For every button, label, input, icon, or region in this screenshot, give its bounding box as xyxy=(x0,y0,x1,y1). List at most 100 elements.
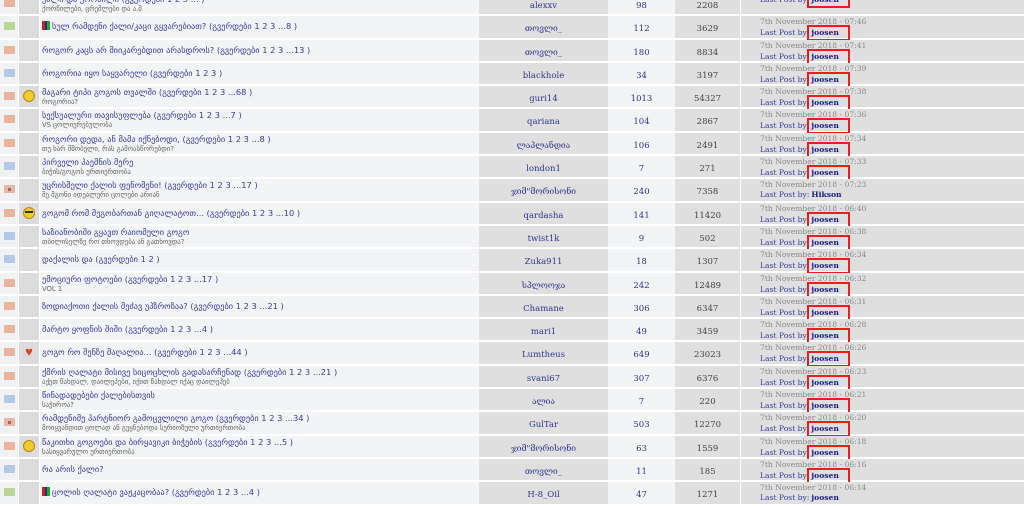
replies-count[interactable]: 98 xyxy=(636,1,647,11)
last-post-date[interactable]: 7th November 2018 - 06:23 xyxy=(760,366,867,376)
last-poster-link[interactable]: joosen xyxy=(807,421,850,438)
replies-count[interactable]: 9 xyxy=(638,233,645,244)
last-poster-link[interactable]: joosen xyxy=(807,304,850,321)
topic-author-link[interactable]: ალია xyxy=(531,397,555,408)
topic-pages-links[interactable]: 1 2 3 xyxy=(195,67,217,78)
last-post-date[interactable]: 7th November 2018 - 07:36 xyxy=(760,110,867,120)
last-post-date[interactable]: 7th November 2018 - 06:18 xyxy=(760,436,867,446)
topic-author-link[interactable]: alexxv xyxy=(529,1,558,11)
last-post-date[interactable]: 7th November 2018 - 06:31 xyxy=(760,296,867,306)
topic-author-link[interactable]: mari1 xyxy=(530,327,557,338)
topic-title-link[interactable]: გოგომ რომ მეგობართან გიღალატოთ... xyxy=(42,207,204,218)
last-post-date[interactable]: 7th November 2018 - 06:26 xyxy=(760,343,867,353)
topic-pages-links[interactable]: 1 2 3 ...10 xyxy=(252,207,295,218)
replies-count[interactable]: 47 xyxy=(636,490,647,501)
last-poster-link[interactable]: joosen xyxy=(807,71,850,88)
last-poster-link[interactable]: joosen xyxy=(807,444,850,461)
topic-author-link[interactable]: სპლოოჯა xyxy=(521,280,566,291)
last-poster-link[interactable]: joosen xyxy=(807,328,850,345)
replies-count[interactable]: 7 xyxy=(638,164,645,175)
topic-author-link[interactable]: ჯიმ"მორისონი xyxy=(510,443,577,454)
topic-author-link[interactable]: თოვლი_ xyxy=(524,47,563,58)
topic-title-link[interactable]: გოგო რო შენზე მაღალია... xyxy=(42,347,152,358)
topic-pages-links[interactable]: 1 2 3 ... xyxy=(167,0,199,4)
topic-author-link[interactable]: GulTar xyxy=(528,420,559,431)
replies-count[interactable]: 1013 xyxy=(630,94,653,105)
last-poster-link[interactable]: joosen xyxy=(807,398,850,415)
topic-title-link[interactable]: ემოციური ფოტოები xyxy=(42,273,123,284)
topic-author-link[interactable]: Zuka911 xyxy=(524,257,563,268)
replies-count[interactable]: 242 xyxy=(633,280,650,291)
last-poster-link[interactable]: joosen xyxy=(807,281,850,298)
topic-title-link[interactable]: სულ რამდენი ქალი/კაცი გყვარებიათ? xyxy=(52,21,207,32)
topic-title-link[interactable]: წაკითხი გოგოები და ბირყავიკი ბიჭების xyxy=(42,436,203,447)
last-poster-link[interactable]: joosen xyxy=(807,0,850,8)
topic-pages-links[interactable]: 1 2 3 ...4 xyxy=(170,324,208,335)
topic-pages-links[interactable]: 1 2 3 ...44 xyxy=(199,347,242,358)
topic-pages-links[interactable]: 1 2 3 ...8 xyxy=(254,21,292,32)
last-poster-link[interactable]: joosen xyxy=(807,258,850,275)
topic-pages-links[interactable]: 1 2 xyxy=(140,254,154,265)
replies-count[interactable]: 112 xyxy=(633,24,650,35)
last-post-date[interactable]: 7th November 2018 - 06:38 xyxy=(760,226,867,236)
last-poster-link[interactable]: joosen xyxy=(807,351,850,368)
last-poster-link[interactable]: joosen xyxy=(807,374,850,391)
last-post-date[interactable]: 7th November 2018 - 07:33 xyxy=(760,157,867,167)
last-poster-link[interactable]: joosen xyxy=(807,211,850,228)
topic-author-link[interactable]: qardasha xyxy=(523,210,564,221)
topic-author-link[interactable]: Lumtheus xyxy=(522,350,565,361)
topic-author-link[interactable]: თოვლი_ xyxy=(524,24,563,35)
last-poster-link[interactable]: joosen xyxy=(807,48,850,65)
replies-count[interactable]: 7 xyxy=(638,397,645,408)
last-post-date[interactable]: 7th November 2018 - 07:39 xyxy=(760,63,867,73)
replies-count[interactable]: 503 xyxy=(633,420,650,431)
last-post-date[interactable]: 7th November 2018 - 06:32 xyxy=(760,273,867,283)
topic-pages-links[interactable]: 1 2 3 ...8 xyxy=(227,133,265,144)
topic-title-link[interactable]: როგორ კაცს არ მიიკარებდით არასდროს? xyxy=(42,44,215,55)
last-post-date[interactable]: 7th November 2018 - 07:46 xyxy=(760,17,867,27)
topic-title-link[interactable]: საზიანობიში გყავთ რაიომელი გოგო xyxy=(42,226,190,237)
topic-pages-links[interactable]: 1 2 3 ...7 xyxy=(198,110,236,121)
replies-count[interactable]: 306 xyxy=(633,303,650,314)
topic-author-link[interactable]: london1 xyxy=(526,164,561,175)
topic-title-link[interactable]: ცოლის ღალატი ვაჟკაცობაა? xyxy=(52,487,170,498)
topic-author-link[interactable]: blackhole xyxy=(522,70,565,81)
replies-count[interactable]: 34 xyxy=(636,70,647,81)
last-poster-link[interactable]: joosen xyxy=(811,493,839,503)
last-post-date[interactable]: 7th November 2018 - 06:40 xyxy=(760,203,867,213)
topic-author-link[interactable]: ჯიმ"მორისონი xyxy=(510,187,577,198)
topic-pages-links[interactable]: 1 2 3 ...21 xyxy=(235,300,278,311)
topic-title-link[interactable]: რა არის ქალი? xyxy=(42,463,104,474)
topic-title-link[interactable]: წინადადებები ქალებისთვის xyxy=(42,390,155,401)
topic-title-link[interactable]: ქმრის ღალატი მისივე სიცოცხლის გადასარჩენ… xyxy=(42,366,242,377)
last-post-date[interactable]: 7th November 2018 - 06:14 xyxy=(760,483,867,493)
replies-count[interactable]: 11 xyxy=(636,466,647,477)
replies-count[interactable]: 104 xyxy=(633,117,650,128)
last-post-date[interactable]: 7th November 2018 - 07:38 xyxy=(760,87,867,97)
replies-count[interactable]: 240 xyxy=(633,187,650,198)
topic-title-link[interactable]: როგორი დედა, ან მამა იქნებოდი, xyxy=(42,133,180,144)
last-poster-link[interactable]: joosen xyxy=(807,165,850,182)
last-post-date[interactable]: 7th November 2018 - 06:28 xyxy=(760,320,867,330)
replies-count[interactable]: 141 xyxy=(633,210,650,221)
last-poster-link[interactable]: joosen xyxy=(807,467,850,484)
topic-author-link[interactable]: H-8_Oil xyxy=(527,490,560,501)
topic-author-link[interactable]: ლაპლანდია xyxy=(516,140,571,151)
last-poster-link[interactable]: joosen xyxy=(807,234,850,251)
topic-author-link[interactable]: guri14 xyxy=(529,94,558,105)
topic-pages-links[interactable]: 1 2 3 ...21 xyxy=(289,366,332,377)
last-post-date[interactable]: 7th November 2018 - 06:21 xyxy=(760,390,867,400)
topic-author-link[interactable]: svani67 xyxy=(526,373,561,384)
replies-count[interactable]: 49 xyxy=(636,327,647,338)
last-post-date[interactable]: 7th November 2018 - 06:34 xyxy=(760,250,867,260)
last-post-date[interactable]: 7th November 2018 - 07:23 xyxy=(760,180,867,190)
topic-pages-links[interactable]: 1 2 3 ...34 xyxy=(261,413,304,424)
replies-count[interactable]: 63 xyxy=(636,443,647,454)
last-poster-link[interactable]: joosen xyxy=(807,95,850,112)
replies-count[interactable]: 307 xyxy=(633,373,650,384)
topic-author-link[interactable]: თოვლი_ xyxy=(524,466,563,477)
last-poster-link[interactable]: Hikson xyxy=(811,190,842,200)
topic-pages-links[interactable]: 1 2 3 ...68 xyxy=(204,87,247,98)
topic-title-link[interactable]: მარტო ყოფნის შიში xyxy=(42,324,123,335)
last-post-date[interactable]: 7th November 2018 - 06:16 xyxy=(760,459,867,469)
